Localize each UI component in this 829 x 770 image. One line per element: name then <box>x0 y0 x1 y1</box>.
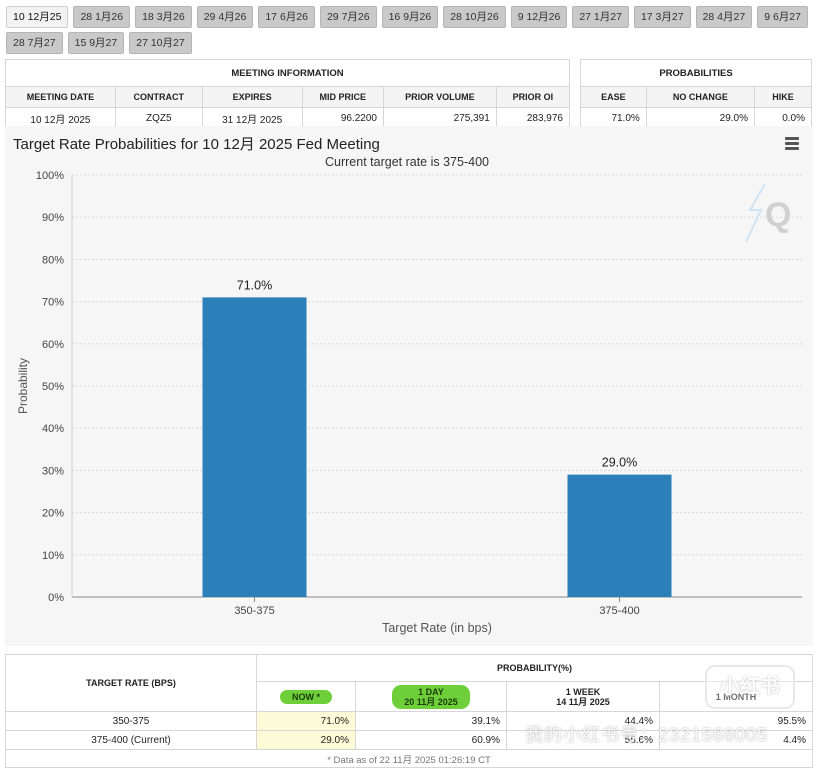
date-tab[interactable]: 10 12月25 <box>6 6 69 28</box>
probability-header: PROBABILITY(%) <box>256 653 813 683</box>
date-tab[interactable]: 9 6月27 <box>757 6 808 28</box>
watermark-badge: 小红书 <box>705 665 795 709</box>
meeting-info-title: MEETING INFORMATION <box>5 59 570 87</box>
date-tab[interactable]: 18 3月26 <box>135 6 192 28</box>
y-tick-label: 20% <box>42 508 64 520</box>
date-tab[interactable]: 9 12月26 <box>510 6 568 28</box>
date-tab[interactable]: 28 10月26 <box>443 6 506 28</box>
table-row: 350-375 71.0% 39.1% 44.4% 95.5% <box>5 711 813 731</box>
now-value: 29.0% <box>256 730 356 750</box>
rate-label: 350-375 <box>5 711 257 731</box>
col-ease: EASE <box>580 86 647 108</box>
x-axis-title: Target Rate (in bps) <box>382 621 492 635</box>
date-tab[interactable]: 17 6月26 <box>258 6 315 28</box>
period-1week: 1 WEEK 14 11月 2025 <box>506 681 660 712</box>
date-tab[interactable]: 29 4月26 <box>196 6 254 28</box>
chart-title: Target Rate Probabilities for 10 12月 202… <box>13 136 380 153</box>
q-logo-icon: Q <box>765 196 791 234</box>
date-tab[interactable]: 15 9月27 <box>67 32 125 54</box>
hamburger-menu-icon[interactable] <box>785 137 799 150</box>
date-tab[interactable]: 28 4月27 <box>695 6 753 28</box>
y-tick-label: 80% <box>42 254 64 266</box>
y-tick-label: 90% <box>42 212 64 224</box>
data-timestamp-note: * Data as of 22 11月 2025 01:26:19 CT <box>5 749 813 768</box>
chart-subtitle: Current target rate is 375-400 <box>325 155 489 169</box>
lightning-logo-icon <box>745 183 766 243</box>
col-meeting-date: MEETING DATE <box>5 86 116 108</box>
y-tick-label: 40% <box>42 423 64 435</box>
col-mid-price: MID PRICE <box>301 86 384 108</box>
meeting-date-tabs: 10 12月25 28 1月26 18 3月26 29 4月26 17 6月26 29 7… <box>6 6 816 54</box>
period-1week-label: 1 WEEK <box>565 686 601 697</box>
period-1day: 1 DAY 20 11月 2025 <box>355 681 507 712</box>
col-contract: CONTRACT <box>114 86 203 108</box>
x-tick-label: 350-375 <box>234 605 274 617</box>
chart-canvas: Current target rate is 375-400 0% 10% 20% 30… <box>16 155 802 635</box>
period-now: NOW * <box>256 681 356 712</box>
bar-value-label: 29.0% <box>602 456 637 470</box>
day-value: 39.1% <box>355 711 507 731</box>
col-expires: EXPIRES <box>201 86 303 108</box>
date-tab[interactable]: 29 7月26 <box>319 6 377 28</box>
col-no-change: NO CHANGE <box>645 86 756 108</box>
period-1day-label: 1 DAY <box>418 686 444 697</box>
bar <box>202 297 307 597</box>
col-prior-volume: PRIOR VOLUME <box>382 86 497 108</box>
col-hike: HIKE <box>754 86 812 108</box>
bar <box>567 474 672 597</box>
probabilities-table: PROBABILITIES EASE NO CHANGE HIKE 71.0% … <box>580 59 812 129</box>
y-tick-label: 50% <box>42 381 64 393</box>
y-tick-label: 100% <box>36 170 64 182</box>
y-axis-title: Probability <box>16 358 30 414</box>
period-1week-date: 14 11月 2025 <box>556 696 610 707</box>
now-value: 71.0% <box>256 711 356 731</box>
y-tick-label: 10% <box>42 550 64 562</box>
y-tick-label: 0% <box>48 592 64 604</box>
meeting-info-table: MEETING INFORMATION MEETING DATE CONTRAC… <box>5 59 571 129</box>
bar-value-label: 71.0% <box>237 278 272 292</box>
probabilities-title: PROBABILITIES <box>580 59 812 87</box>
day-value: 60.9% <box>355 730 507 750</box>
probability-chart: Target Rate Probabilities for 10 12月 202… <box>5 126 813 646</box>
period-now-label: NOW * <box>280 689 332 704</box>
col-target-rate: TARGET RATE (BPS) <box>5 654 257 712</box>
date-tab[interactable]: 27 1月27 <box>572 6 629 28</box>
date-tab[interactable]: 17 3月27 <box>633 6 691 28</box>
watermark-text: 我的小红书号：2321568005 <box>525 725 769 745</box>
date-tab[interactable]: 28 1月26 <box>73 6 131 28</box>
probability-history-table: TARGET RATE (BPS) PROBABILITY(%) NOW * 1… <box>5 653 813 768</box>
y-tick-label: 60% <box>42 339 64 351</box>
period-1day-date: 20 11月 2025 <box>404 696 458 707</box>
y-tick-label: 30% <box>42 465 64 477</box>
date-tab[interactable]: 28 7月27 <box>6 32 63 54</box>
date-tab[interactable]: 16 9月26 <box>381 6 439 28</box>
x-tick-label: 375-400 <box>599 605 639 617</box>
col-prior-oi: PRIOR OI <box>495 86 571 108</box>
y-tick-label: 70% <box>42 297 64 309</box>
date-tab[interactable]: 27 10月27 <box>129 32 192 54</box>
rate-label: 375-400 (Current) <box>5 730 257 750</box>
